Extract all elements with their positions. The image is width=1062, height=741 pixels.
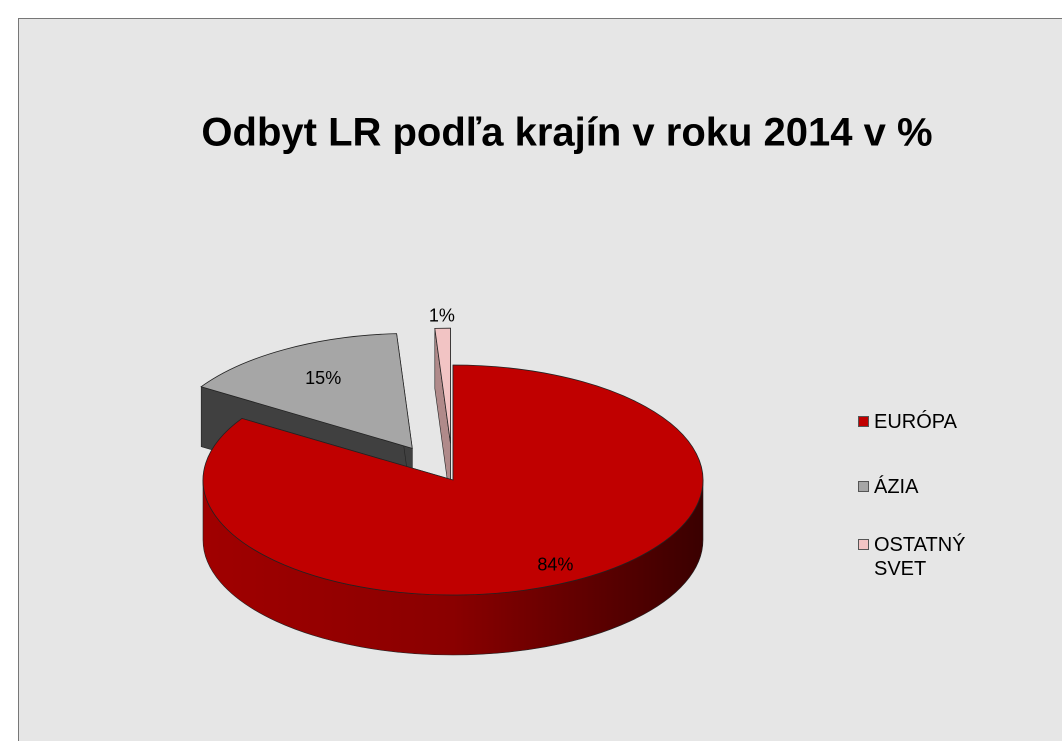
chart-title: Odbyt LR podľa krajín v roku 2014 v % bbox=[201, 111, 932, 155]
data-label: 1% bbox=[429, 306, 455, 326]
legend-swatch bbox=[858, 539, 869, 550]
legend-swatch bbox=[858, 481, 869, 492]
slice bbox=[200, 333, 413, 449]
slice bbox=[202, 364, 704, 596]
slice bbox=[434, 327, 451, 444]
legend-label: OSTATNÝ SVET bbox=[874, 534, 966, 580]
legend-label: EURÓPA bbox=[874, 411, 957, 433]
legend-label: ÁZIA bbox=[874, 476, 919, 498]
data-label: 84% bbox=[537, 554, 573, 574]
legend-swatch bbox=[858, 416, 869, 427]
data-label: 15% bbox=[305, 368, 341, 388]
